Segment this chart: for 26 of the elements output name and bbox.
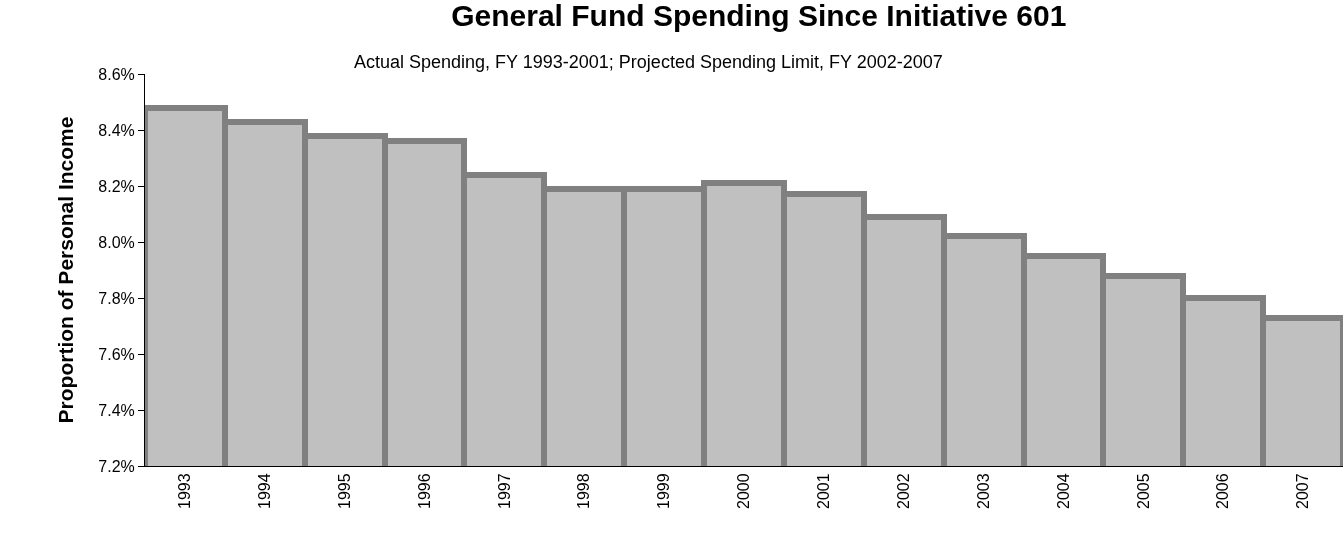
chart-subtitle: Actual Spending, FY 1993-2001; Projected Spending Limit, FY 2002-2007	[354, 52, 943, 72]
x-tick-label: 1999	[655, 473, 673, 509]
x-tick-label: 2002	[894, 473, 912, 509]
y-tick-label: 8.2%	[98, 177, 135, 195]
y-tick-label: 7.2%	[98, 457, 135, 475]
x-tick-label: 2000	[735, 473, 753, 509]
x-tick-label: 2003	[974, 473, 992, 509]
y-tick-label: 8.0%	[98, 233, 135, 251]
x-tick-label: 2005	[1134, 473, 1152, 509]
y-tick-label: 7.8%	[98, 289, 135, 307]
x-tick-label: 1996	[415, 473, 433, 509]
chart-title: General Fund Spending Since Initiative 601	[451, 0, 1067, 33]
x-tick-label: 2007	[1294, 473, 1312, 509]
y-axis-title: Proportion of Personal Income	[54, 116, 78, 424]
x-tick-label: 2001	[815, 473, 833, 509]
y-tick-label: 8.6%	[98, 65, 135, 83]
y-tick-label: 7.6%	[98, 345, 135, 363]
x-tick-label: 1993	[176, 473, 194, 509]
x-tick-label: 1997	[495, 473, 513, 509]
x-tick-label: 2004	[1054, 473, 1072, 509]
x-tick-label: 2006	[1214, 473, 1232, 509]
x-tick-label: 1995	[335, 473, 353, 509]
y-tick-label: 7.4%	[98, 401, 135, 419]
y-tick-label: 8.4%	[98, 121, 135, 139]
x-tick-label: 1998	[575, 473, 593, 509]
x-tick-label: 1994	[256, 473, 273, 509]
